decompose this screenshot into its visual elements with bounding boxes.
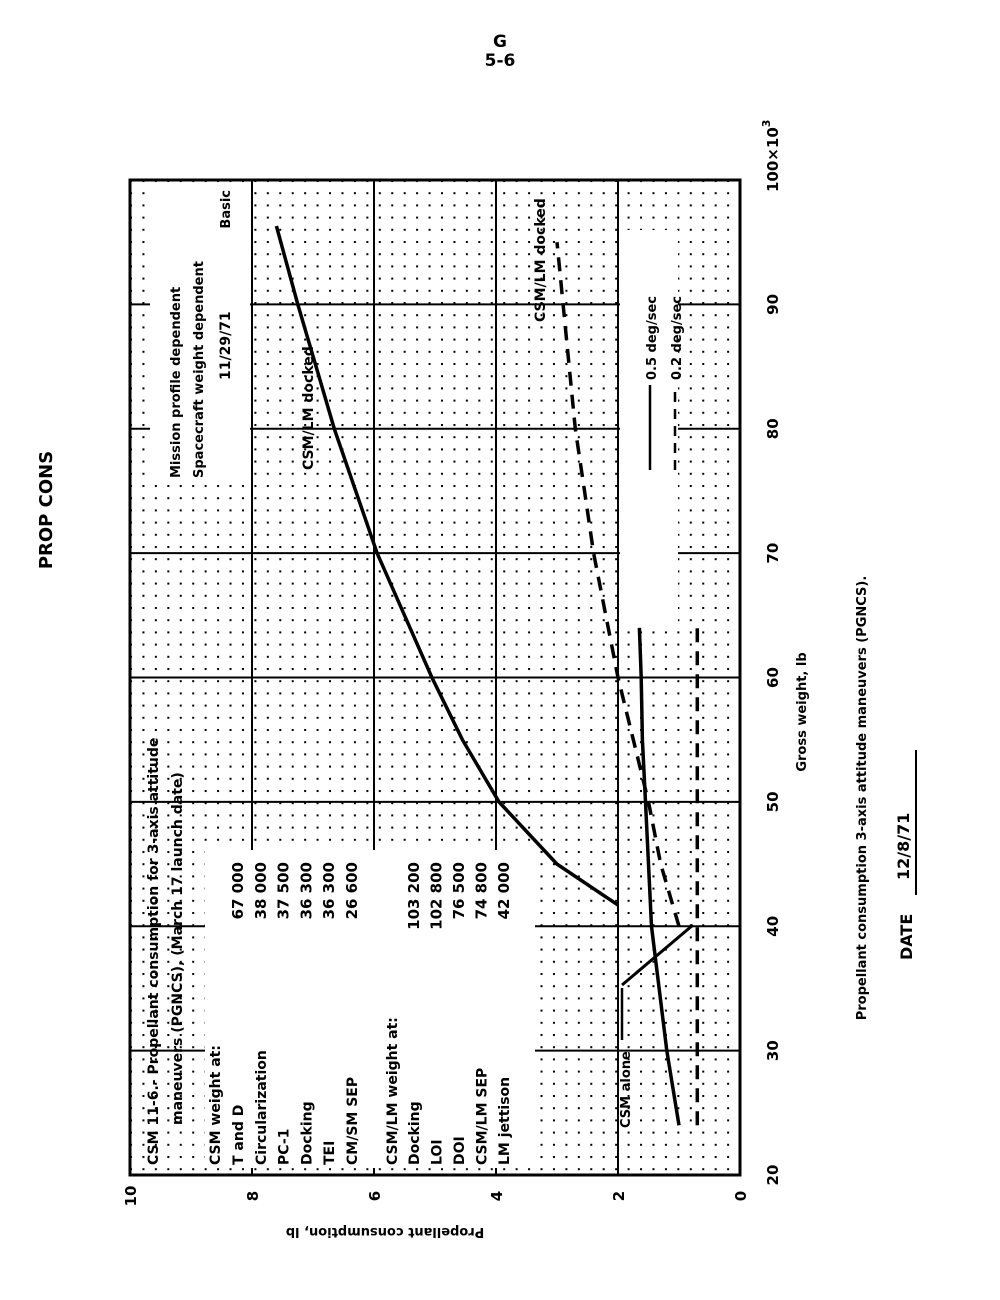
date-label: DATE	[897, 914, 916, 960]
frame	[128, 178, 742, 1177]
csm-row-value: 67 000	[229, 862, 247, 919]
csm-row-value: 36 300	[297, 862, 315, 919]
label-csm-alone: CSM alone	[619, 1051, 634, 1128]
csm-row-label: Circularization	[254, 1050, 270, 1165]
csmlm-row-label: DOI	[452, 1136, 468, 1165]
revision-date: 11/29/71	[218, 311, 234, 380]
section-letter: G	[493, 32, 507, 52]
csmlm-row-value: 74 800	[473, 862, 491, 919]
csm-row-label: TEI	[322, 1141, 338, 1165]
label-csmlm-dashed: CSM/LM docked	[533, 198, 549, 322]
csm-row-label: Docking	[299, 1101, 315, 1165]
csm-row-value: 36 300	[320, 862, 338, 919]
note-mission-profile: Mission profile dependent	[169, 287, 184, 478]
y-axis-label: Propellant consumption, lb	[286, 1224, 485, 1239]
notes-box	[150, 185, 250, 485]
y-tick-label: 8	[244, 1191, 262, 1201]
y-tick-label: 0	[732, 1191, 750, 1201]
x-multiplier-base: 100×10	[764, 127, 782, 192]
x-multiplier-exp: 3	[760, 120, 773, 128]
section-title: PROP CONS	[36, 451, 57, 569]
series-line-1	[555, 242, 681, 927]
csmlm-row-value: 102 800	[428, 862, 446, 930]
revision-type: Basic	[219, 190, 234, 229]
figure-title-line1: CSM 11-6.- Propellant consumption for 3-…	[146, 738, 162, 1165]
csm-row-label: T and D	[231, 1105, 247, 1165]
legend-label-0: 0.5 deg/sec	[645, 296, 660, 380]
series-line-0	[274, 225, 619, 907]
series-line-2	[637, 627, 681, 1126]
csmlm-row-label: LOI	[430, 1139, 446, 1165]
x-tick-label: 40	[764, 916, 782, 937]
x-axis-label: Gross weight, lb	[795, 652, 810, 771]
legend-label-1: 0.2 deg/sec	[670, 296, 685, 380]
x-tick-label: 60	[764, 667, 782, 688]
csmlm-row-value: 76 500	[450, 862, 468, 919]
csmlm-row-value: 42 000	[495, 862, 513, 919]
y-tick-label: 6	[366, 1191, 384, 1201]
csm-row-value: 37 500	[275, 862, 293, 919]
figure-caption: Propellant consumption 3-axis attitude m…	[855, 576, 870, 1021]
csmlm-row-label: CSM/LM SEP	[475, 1068, 491, 1165]
annotations: CSM 11-6.- Propellant consumption for 3-…	[146, 190, 685, 1165]
x-tick-label: 90	[764, 294, 782, 315]
series-group	[274, 225, 700, 1126]
csmlm-row-value: 103 200	[405, 862, 423, 930]
x-tick-label: 30	[764, 1040, 782, 1061]
csm-alone-leader-line	[621, 923, 694, 987]
table-box	[205, 850, 535, 1168]
tick-labels: 20 30 40 50 60 70 80 90 0 2 4 6 8 10	[122, 294, 782, 1207]
chart-plot-area	[128, 178, 742, 1177]
figure-title-line2: maneuvers (PGNCS), (March 17 launch date…	[170, 772, 186, 1125]
page-number: 5-6	[485, 51, 516, 71]
svg-text:100×103: 100×103	[760, 120, 782, 192]
note-spacecraft-weight: Spacecraft weight dependent	[192, 261, 207, 478]
x-multiplier: 100×103	[760, 120, 782, 192]
csm-row-label: PC-1	[277, 1129, 293, 1165]
csmlm-heading: CSM/LM weight at:	[385, 1017, 401, 1165]
x-tick-label: 70	[764, 543, 782, 564]
csm-row-value: 38 000	[252, 862, 270, 919]
x-tick-label: 20	[764, 1165, 782, 1186]
y-tick-label: 2	[610, 1191, 628, 1201]
y-tick-label: 4	[488, 1191, 506, 1201]
date-stamp: DATE 12/8/71	[894, 750, 917, 960]
csm-heading: CSM weight at:	[208, 1045, 224, 1165]
label-csmlm-solid: CSM/LM docked	[301, 346, 317, 470]
csmlm-row-label: LM jettison	[497, 1077, 513, 1165]
x-tick-label: 80	[764, 418, 782, 439]
date-value: 12/8/71	[894, 813, 913, 880]
x-tick-label: 50	[764, 791, 782, 812]
csm-row-value: 26 600	[343, 862, 361, 919]
csmlm-row-label: Docking	[407, 1101, 423, 1165]
y-tick-label: 10	[122, 1186, 140, 1207]
csm-row-label: CM/SM SEP	[345, 1077, 361, 1165]
